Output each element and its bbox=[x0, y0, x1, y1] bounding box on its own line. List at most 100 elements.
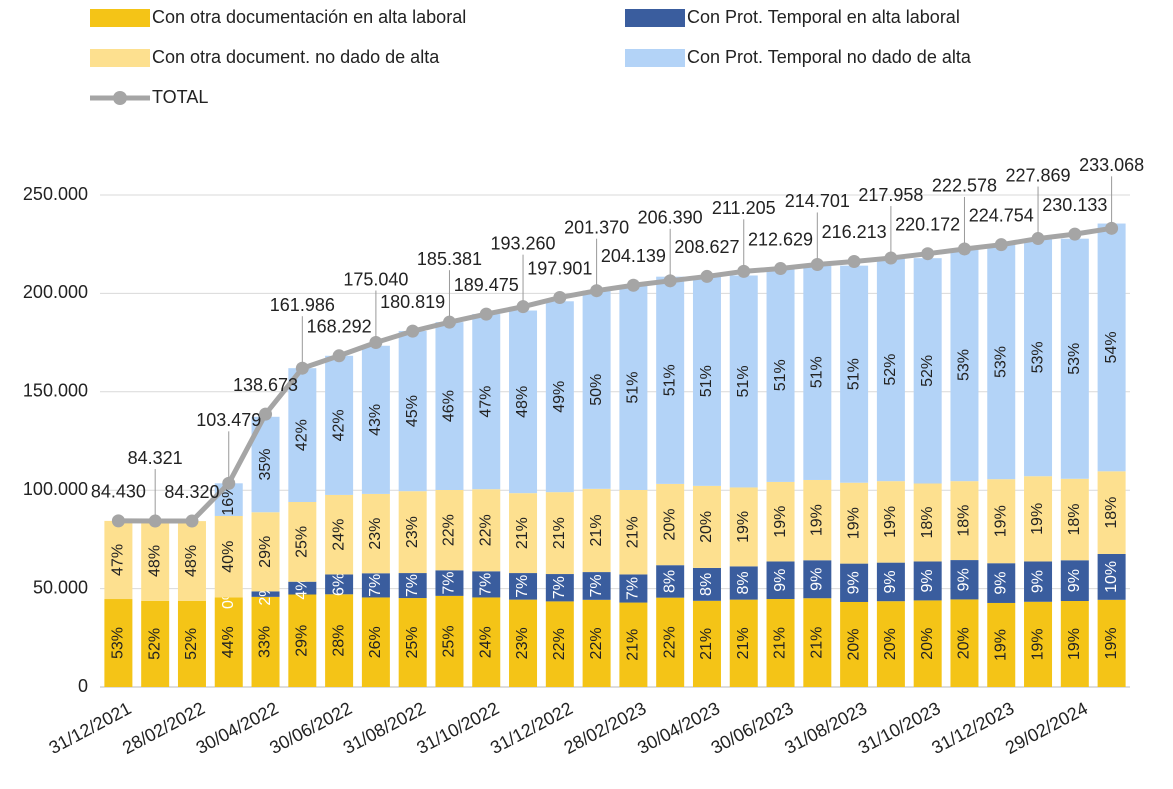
segment-label: 19% bbox=[772, 506, 789, 538]
bar-segment bbox=[1097, 223, 1126, 472]
total-label: 161.986 bbox=[270, 295, 335, 315]
bar-segment bbox=[509, 310, 538, 494]
total-label: 84.430 bbox=[91, 482, 146, 502]
segment-label: 40% bbox=[220, 541, 237, 573]
segment-label: 7% bbox=[367, 574, 384, 597]
segment-label: 22% bbox=[477, 514, 494, 546]
bar-segment bbox=[545, 301, 574, 493]
total-marker bbox=[148, 514, 162, 528]
total-label: 168.292 bbox=[307, 317, 372, 337]
segment-label: 18% bbox=[919, 506, 936, 538]
segment-label: 22% bbox=[588, 627, 605, 659]
y-tick-label: 0 bbox=[78, 676, 88, 696]
bar-segment bbox=[545, 601, 574, 687]
y-tick-label: 100.000 bbox=[23, 479, 88, 499]
segment-label: 48% bbox=[146, 545, 163, 577]
bar-segment bbox=[840, 265, 869, 483]
segment-label: 53% bbox=[956, 349, 973, 381]
legend-swatch bbox=[90, 9, 150, 27]
legend-swatch bbox=[625, 9, 685, 27]
bar-segment bbox=[582, 572, 611, 600]
segment-label: 6% bbox=[330, 573, 347, 596]
total-marker bbox=[994, 238, 1008, 252]
total-marker bbox=[626, 278, 640, 292]
bar-segment bbox=[435, 595, 464, 687]
x-tick-label: 28/02/2022 bbox=[119, 698, 208, 758]
bar-segment bbox=[582, 599, 611, 687]
x-tick-label: 29/02/2024 bbox=[1002, 698, 1091, 758]
segment-label: 49% bbox=[551, 381, 568, 413]
total-marker bbox=[737, 264, 751, 278]
segment-label: 26% bbox=[367, 626, 384, 658]
segment-label: 23% bbox=[404, 516, 421, 548]
bar-segment bbox=[729, 599, 758, 687]
total-label: 212.629 bbox=[748, 229, 813, 249]
segment-label: 25% bbox=[294, 526, 311, 558]
segment-label: 10% bbox=[1103, 561, 1120, 593]
x-tick-label: 31/08/2023 bbox=[781, 698, 870, 758]
segment-label: 21% bbox=[625, 516, 642, 548]
bar-segment bbox=[619, 574, 648, 603]
x-tick-label: 30/06/2023 bbox=[708, 698, 797, 758]
total-marker bbox=[774, 262, 788, 276]
total-marker bbox=[295, 361, 309, 375]
legend-swatch bbox=[625, 49, 685, 67]
bar-segment bbox=[913, 600, 942, 687]
segment-label: 9% bbox=[956, 568, 973, 591]
bar-segment bbox=[141, 600, 170, 687]
segment-label: 24% bbox=[477, 626, 494, 658]
total-marker bbox=[222, 476, 236, 490]
segment-label: 9% bbox=[882, 570, 899, 593]
bar-segment bbox=[766, 561, 795, 600]
segment-label: 48% bbox=[514, 386, 531, 418]
bar-segment bbox=[472, 489, 501, 572]
total-marker bbox=[590, 284, 604, 298]
legend-label: TOTAL bbox=[152, 87, 208, 107]
bar-segment bbox=[913, 258, 942, 484]
bar-segment bbox=[987, 244, 1016, 480]
x-tick-label: 28/02/2023 bbox=[561, 698, 650, 758]
bar-segment bbox=[876, 601, 905, 687]
x-tick-label: 30/06/2022 bbox=[266, 698, 355, 758]
bar-segment bbox=[435, 570, 464, 596]
bar-segment bbox=[729, 487, 758, 567]
total-label: 220.172 bbox=[895, 214, 960, 234]
total-marker bbox=[479, 307, 493, 321]
segment-label: 7% bbox=[477, 573, 494, 596]
segment-label: 43% bbox=[367, 404, 384, 436]
segment-label: 29% bbox=[257, 536, 274, 568]
total-label: 189.475 bbox=[454, 275, 519, 295]
total-label: 206.390 bbox=[638, 208, 703, 228]
x-tick-label: 31/10/2022 bbox=[413, 698, 502, 758]
segment-label: 25% bbox=[404, 627, 421, 659]
bar-segment bbox=[472, 597, 501, 687]
bar-segment bbox=[619, 602, 648, 687]
bar-segment bbox=[766, 599, 795, 687]
total-label: 214.701 bbox=[785, 191, 850, 211]
segment-label: 7% bbox=[551, 576, 568, 599]
y-tick-label: 50.000 bbox=[33, 577, 88, 597]
segment-label: 20% bbox=[698, 511, 715, 543]
segment-label: 42% bbox=[330, 409, 347, 441]
total-marker bbox=[111, 514, 125, 528]
segment-label: 20% bbox=[845, 628, 862, 660]
segment-label: 24% bbox=[330, 519, 347, 551]
segment-label: 21% bbox=[551, 517, 568, 549]
segment-label: 18% bbox=[956, 505, 973, 537]
segment-label: 21% bbox=[735, 627, 752, 659]
segment-label: 42% bbox=[294, 419, 311, 451]
bar-segment bbox=[214, 597, 243, 687]
segment-label: 53% bbox=[1066, 343, 1083, 375]
bar-segment bbox=[656, 597, 685, 687]
bar-segment bbox=[472, 571, 501, 598]
total-label: 185.381 bbox=[417, 249, 482, 269]
segment-label: 51% bbox=[661, 364, 678, 396]
bar-segment bbox=[1024, 561, 1053, 602]
bar-segment bbox=[1097, 553, 1126, 600]
segment-label: 51% bbox=[698, 365, 715, 397]
segment-label: 19% bbox=[1029, 628, 1046, 660]
total-label: 180.819 bbox=[380, 292, 445, 312]
x-tick-label: 31/12/2022 bbox=[487, 698, 576, 758]
bar-segment bbox=[214, 515, 243, 598]
segment-label: 9% bbox=[772, 569, 789, 592]
